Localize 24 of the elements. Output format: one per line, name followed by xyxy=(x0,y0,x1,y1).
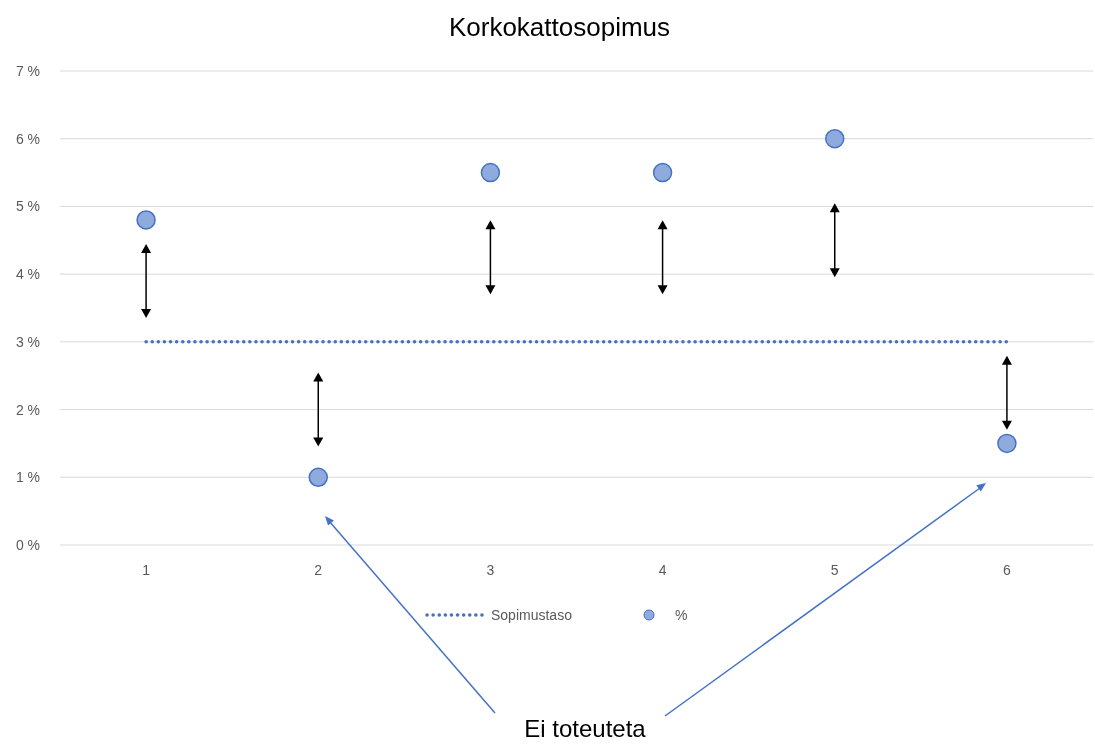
y-tick-label: 3 % xyxy=(15,333,40,350)
x-tick-label: 6 xyxy=(1003,562,1012,578)
x-tick-label: 3 xyxy=(486,562,495,578)
x-tick-label: 1 xyxy=(142,562,151,578)
x-tick-label: 4 xyxy=(658,562,667,578)
y-tick-label: 4 % xyxy=(15,266,40,283)
x-tick-label: 2 xyxy=(314,562,323,578)
point xyxy=(825,128,845,149)
chart-title: Korkokattosopimus xyxy=(448,12,671,42)
text: Ei toteuteta xyxy=(524,715,647,742)
y-tick-label: 6 % xyxy=(15,130,40,147)
y-tick-label: 5 % xyxy=(15,198,40,215)
point xyxy=(652,162,673,183)
point xyxy=(136,210,156,230)
point xyxy=(308,467,328,488)
y-tick-label: 0 % xyxy=(15,537,40,553)
point xyxy=(480,162,501,183)
x-tick-label: 5 xyxy=(830,562,839,578)
legend-label: Sopimustaso xyxy=(491,607,573,623)
y-tick-label: 1 % xyxy=(15,469,40,486)
y-tick-label: 7 % xyxy=(15,63,40,79)
point xyxy=(997,433,1017,454)
legend-label: % xyxy=(675,607,688,623)
y-tick-label: 2 % xyxy=(15,401,40,418)
